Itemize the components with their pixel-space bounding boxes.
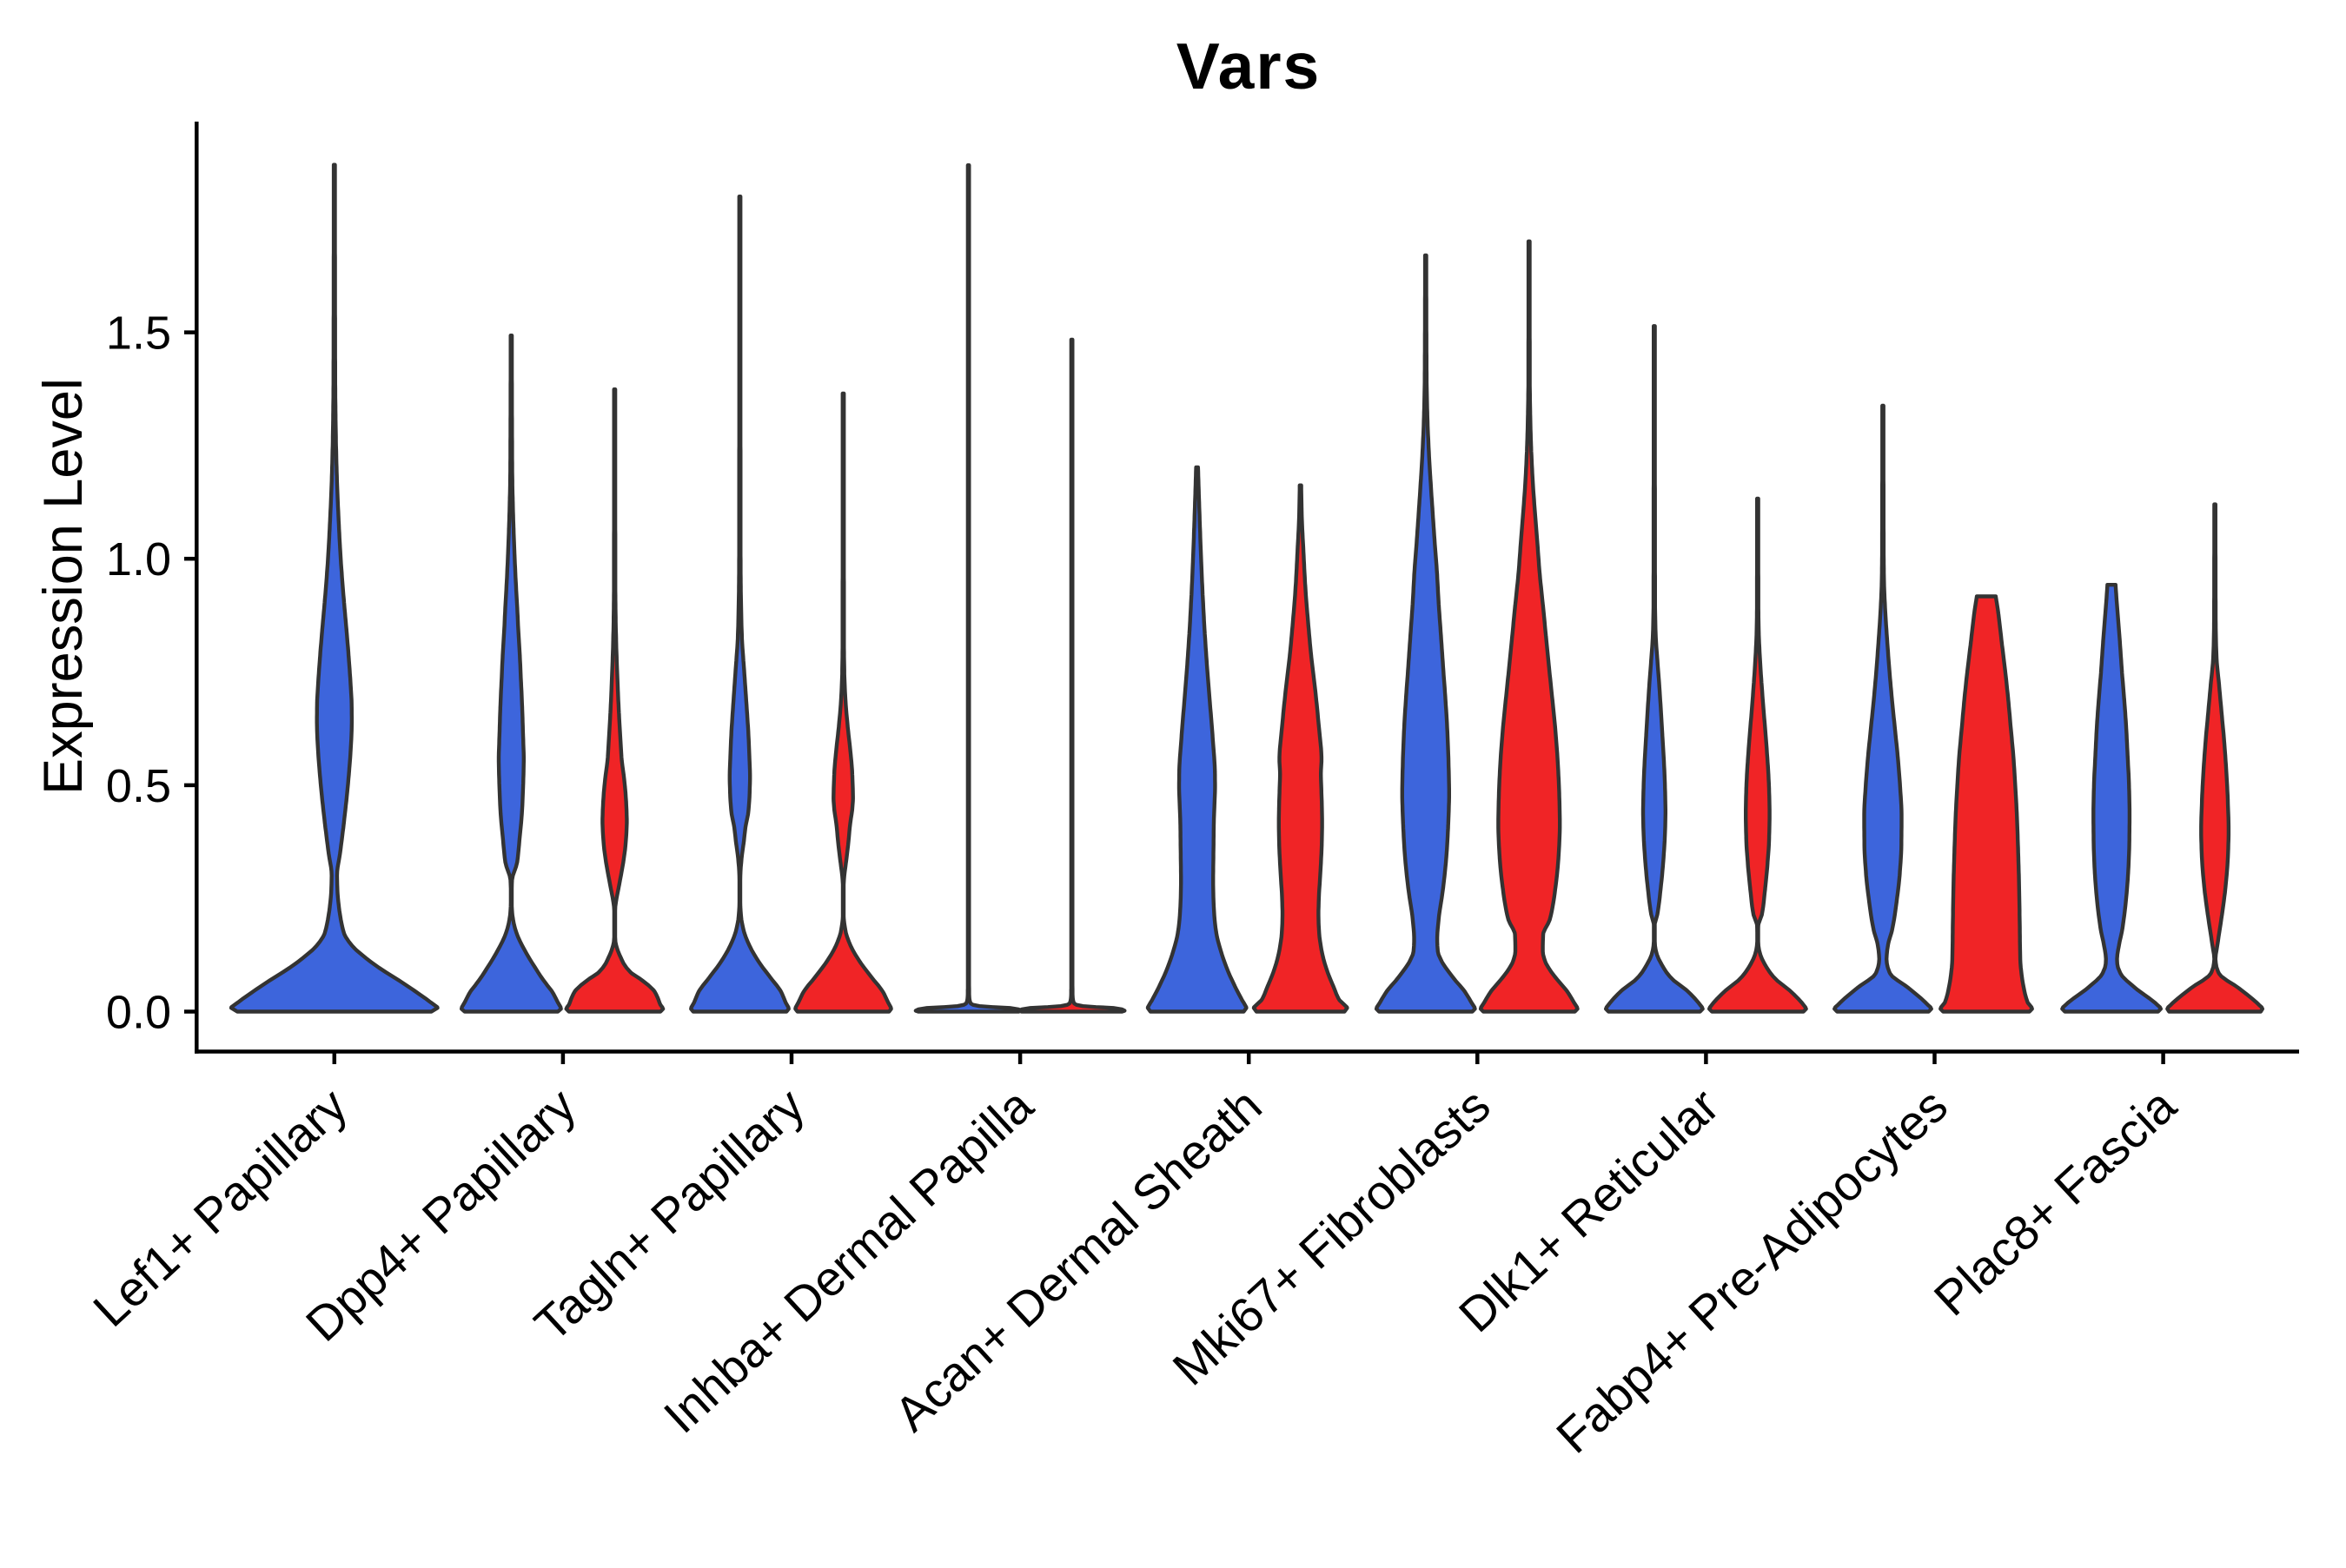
svg-text:1.0: 1.0 [106, 533, 171, 586]
svg-text:0.0: 0.0 [106, 987, 171, 1039]
svg-text:Expression Level: Expression Level [33, 378, 94, 795]
svg-text:Vars: Vars [1176, 30, 1322, 103]
svg-text:1.5: 1.5 [106, 308, 171, 360]
svg-text:0.5: 0.5 [106, 760, 171, 812]
